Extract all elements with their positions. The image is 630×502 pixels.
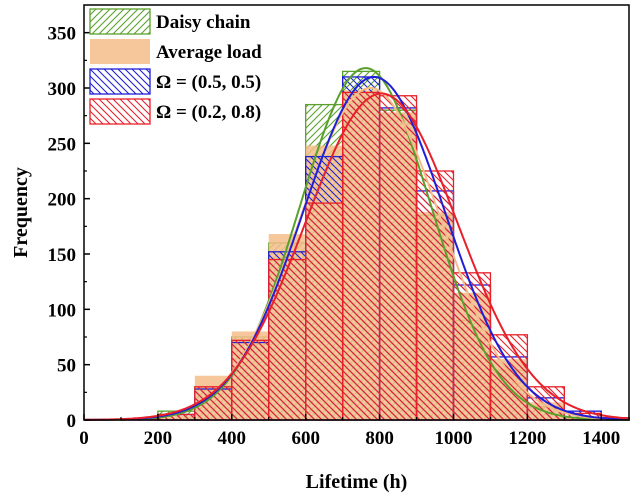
axes-layer: 0 200 400 600 800 1000 1200 1400 0 50 100 150 200 250… [48, 24, 621, 449]
x-tick-label: 1200 [508, 428, 546, 449]
bar-0-2-0-8-7 [341, 91, 381, 421]
fit-curve-0 [84, 67, 629, 421]
legend-label-1: Average load [156, 42, 262, 63]
x-tick-label: 800 [365, 428, 394, 449]
legend-label-0: Daisy chain [156, 12, 251, 33]
y-tick-label: 50 [57, 356, 76, 377]
y-tick-label: 250 [48, 134, 77, 155]
legend-swatch-2 [89, 68, 151, 95]
y-tick-label: 150 [48, 245, 77, 266]
fit-curve-2 [84, 75, 630, 421]
y-tick-label: 100 [48, 300, 77, 321]
y-tick-label: 350 [48, 24, 77, 45]
x-tick-label: 1400 [582, 428, 620, 449]
y-tick-label: 200 [48, 190, 77, 211]
y-tick-label: 0 [67, 411, 77, 432]
legend-swatch-0 [89, 8, 151, 35]
legend-label-3: Ω = (0.2, 0.8) [156, 102, 261, 123]
x-tick-label: 200 [144, 428, 173, 449]
bar-0-2-0-8-4 [231, 339, 270, 421]
legend-swatch-3 [89, 98, 151, 125]
bar-0-2-0-8-11 [489, 334, 529, 421]
x-axis-title: Lifetime (h) [306, 471, 408, 493]
legend-swatch-1 [90, 39, 150, 64]
x-tick-label: 1000 [434, 428, 472, 449]
bar-0-2-0-8-9 [415, 170, 455, 421]
y-axis-title: Frequency [10, 167, 32, 258]
bar-0-2-0-8-10 [452, 272, 492, 421]
fit-curve-3 [83, 92, 630, 421]
fit-curves-layer [83, 67, 630, 421]
x-tick-label: 600 [291, 428, 320, 449]
y-tick-label: 300 [48, 79, 77, 100]
plot-frame [83, 4, 630, 421]
bars-layer [120, 70, 630, 421]
bar-0-2-0-8-6 [305, 202, 344, 421]
legend-label-2: Ω = (0.5, 0.5) [156, 72, 261, 93]
x-tick-label: 0 [79, 428, 89, 449]
x-tick-label: 400 [218, 428, 247, 449]
legend: Daisy chain Average load Ω = (0.5, 0.5) Ω =… [89, 8, 262, 125]
